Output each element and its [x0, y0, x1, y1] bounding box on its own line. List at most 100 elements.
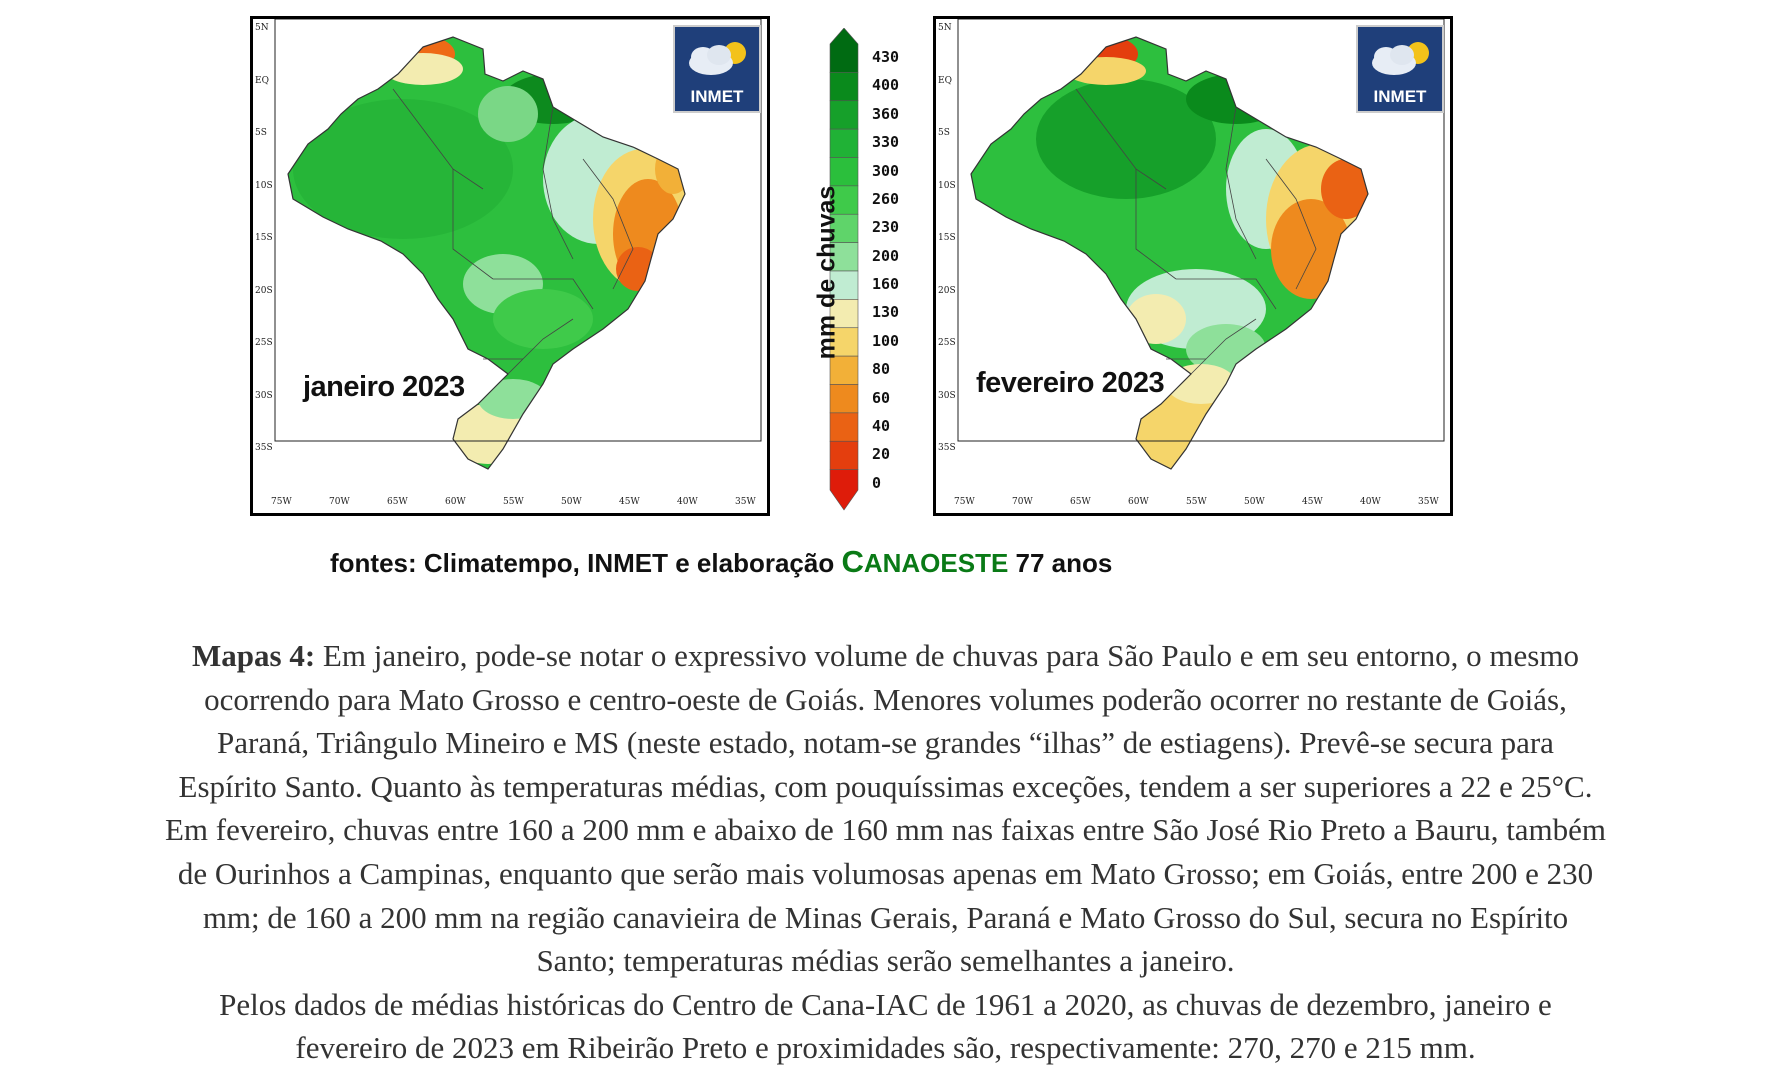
lon-tick-label: 50W — [1244, 497, 1265, 507]
lat-tick-label: 30S — [255, 390, 273, 401]
lon-tick-label: 75W — [271, 497, 292, 507]
inmet-logo: INMET — [1356, 25, 1444, 113]
lat-tick-label: 20S — [255, 285, 273, 296]
caption-line: Paraná, Triângulo Mineiro e MS (neste es… — [217, 725, 1554, 761]
legend-swatch — [829, 72, 859, 102]
legend-swatch — [829, 412, 859, 442]
lon-tick-label: 35W — [735, 497, 756, 507]
legend-swatch — [829, 128, 859, 158]
lon-tick-label: 55W — [1186, 497, 1207, 507]
caption-line: Em fevereiro, chuvas entre 160 a 200 mm … — [164, 812, 1607, 848]
caption-line: Mapas 4: Em janeiro, pode-se notar o exp… — [14, 634, 1757, 678]
legend-swatch — [829, 384, 859, 414]
caption-line: mm; de 160 a 200 mm na região canavieira… — [202, 899, 1569, 935]
legend-tick-label: 60 — [872, 388, 891, 407]
legend-swatch — [829, 242, 859, 272]
legend-label: mm de chuvas — [812, 185, 841, 360]
lat-tick-label: 35S — [938, 443, 956, 453]
lon-tick-label: 65W — [387, 497, 408, 507]
map-panel-january: INMET janeiro 2023 5N EQ 5S 10S 15S 20S 25S 30S… — [250, 16, 770, 516]
map-title: janeiro 2023 — [303, 371, 465, 403]
brand-rest: ANAOESTE — [863, 548, 1009, 578]
lon-tick-label: 45W — [1302, 497, 1323, 507]
legend-swatch — [829, 299, 859, 329]
legend-tick-label: 20 — [872, 445, 891, 464]
lat-tick-label: 30S — [938, 390, 956, 401]
legend-swatch — [829, 157, 859, 187]
sources-line: fontes: Climatempo, INMET e elaboração C… — [330, 544, 1112, 580]
legend-swatch — [829, 28, 859, 73]
brazil-outline — [287, 36, 686, 470]
sources-suffix: 77 anos — [1008, 548, 1113, 578]
map-panel-february: INMET fevereiro 2023 5N EQ 5S 10S 15S 20S 25S 3… — [933, 16, 1453, 516]
lat-tick-label: 25S — [255, 338, 273, 348]
caption-line: Pelos dados de médias históricas do Cent… — [219, 986, 1552, 1022]
legend-tick-label: 80 — [872, 360, 891, 379]
map-title: fevereiro 2023 — [976, 367, 1165, 399]
lat-tick-label: 5N — [938, 23, 952, 33]
lon-tick-label: 70W — [329, 497, 350, 507]
lat-tick-label: 35S — [255, 443, 273, 453]
legend-tick-label: 0 — [872, 473, 882, 492]
legend-tick-label: 400 — [872, 76, 900, 95]
cloud-sun-icon — [689, 42, 746, 75]
brazil-outline — [970, 36, 1369, 470]
lon-tick-label: 40W — [677, 497, 698, 507]
inmet-logo: INMET — [673, 25, 761, 113]
lon-tick-label: 55W — [503, 497, 524, 507]
lat-tick-label: 5S — [255, 128, 267, 138]
legend-swatch — [829, 440, 859, 470]
legend-tick-label: 300 — [872, 161, 900, 180]
legend-tick-label: 160 — [872, 275, 900, 293]
lon-tick-label: 40W — [1360, 497, 1381, 507]
caption-line: Santo; temperaturas médias serão semelha… — [536, 943, 1235, 979]
legend-tick-label: 130 — [872, 303, 900, 322]
rainfall-map-february — [936, 19, 1450, 513]
lon-tick-label: 75W — [954, 497, 975, 507]
caption-line: ocorrendo para Mato Grosso e centro-oest… — [204, 681, 1567, 717]
sources-prefix: fontes: Climatempo, INMET e elaboração — [330, 548, 842, 578]
lon-tick-label: 70W — [1012, 497, 1033, 507]
lat-tick-label: 15S — [255, 233, 273, 243]
lon-tick-label: 60W — [1128, 497, 1149, 507]
legend-swatch — [829, 100, 859, 130]
lat-tick-label: 10S — [938, 180, 956, 191]
lat-tick-label: 5N — [255, 23, 269, 33]
legend-swatch — [829, 355, 859, 385]
lat-tick-label: 10S — [255, 180, 273, 191]
legend-colorbar — [829, 28, 859, 511]
caption-text: Em janeiro, pode-se notar o expressivo v… — [315, 638, 1579, 673]
caption-line: Espírito Santo. Quanto às temperaturas m… — [178, 768, 1593, 804]
inmet-logo-text: INMET — [690, 87, 744, 106]
brand-initial: C — [841, 544, 864, 579]
legend-tick-label: 100 — [872, 331, 900, 350]
caption-line: de Ourinhos a Campinas, enquanto que ser… — [177, 855, 1594, 891]
lat-tick-label: 5S — [938, 128, 950, 138]
color-legend: mm de chuvas 430 400 360 330 300 260 230 200 160… — [813, 28, 922, 518]
lon-tick-label: 60W — [445, 497, 466, 507]
inmet-logo-text: INMET — [1373, 87, 1427, 106]
legend-tick-label: 330 — [872, 133, 900, 152]
legend-tick-label: 260 — [872, 189, 900, 208]
legend-swatch — [829, 469, 859, 511]
legend-swatch — [829, 185, 859, 215]
caption-lead: Mapas 4: — [192, 638, 316, 673]
lon-tick-label: 35W — [1418, 497, 1439, 507]
state-borders — [1075, 88, 1317, 375]
lat-tick-label: EQ — [938, 75, 952, 86]
caption-line: fevereiro de 2023 em Ribeirão Preto e pr… — [295, 1030, 1476, 1066]
canaoeste-brand: CANAOESTE — [841, 544, 1009, 579]
legend-tick-label: 430 — [872, 48, 900, 66]
lat-tick-label: 25S — [938, 338, 956, 348]
lat-tick-label: 20S — [938, 285, 956, 296]
legend-tick-label: 230 — [872, 218, 900, 237]
legend-tick-label: 40 — [872, 416, 891, 435]
lat-tick-label: 15S — [938, 233, 956, 243]
state-borders — [392, 88, 634, 375]
lon-tick-label: 50W — [561, 497, 582, 507]
caption: Mapas 4: Em janeiro, pode-se notar o exp… — [14, 634, 1757, 1070]
legend-swatch — [829, 213, 859, 243]
lon-tick-label: 65W — [1070, 497, 1091, 507]
legend-tick-label: 360 — [872, 104, 900, 123]
legend-swatch — [829, 327, 859, 357]
